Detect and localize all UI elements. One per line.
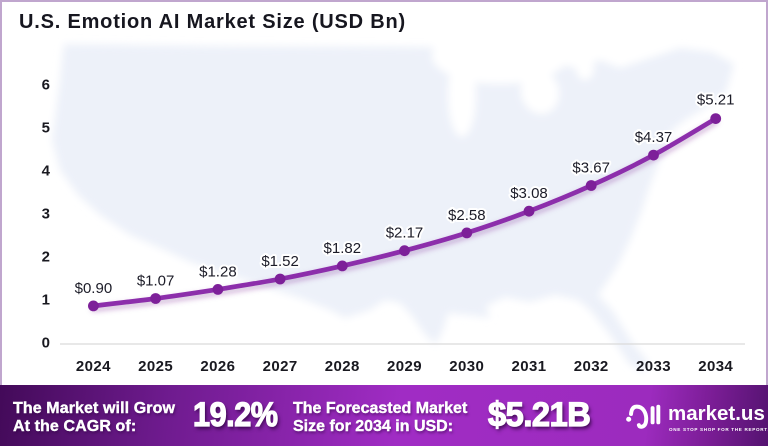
svg-text:2034: 2034	[698, 358, 733, 375]
svg-text:2024: 2024	[76, 358, 111, 375]
svg-text:4: 4	[42, 163, 51, 180]
svg-text:$1.07: $1.07	[137, 273, 175, 290]
svg-text:2: 2	[42, 249, 50, 266]
svg-text:$3.67: $3.67	[572, 160, 610, 177]
svg-text:$2.17: $2.17	[386, 225, 424, 242]
svg-text:0: 0	[42, 335, 50, 352]
svg-text:1: 1	[42, 292, 50, 309]
svg-text:2030: 2030	[449, 358, 484, 375]
svg-text:2032: 2032	[574, 358, 609, 375]
svg-text:6: 6	[42, 76, 50, 93]
svg-text:2028: 2028	[325, 358, 360, 375]
svg-text:2026: 2026	[200, 358, 235, 375]
svg-text:$2.58: $2.58	[448, 207, 486, 224]
svg-text:$1.52: $1.52	[261, 253, 299, 270]
svg-text:2031: 2031	[512, 358, 547, 375]
svg-text:$1.82: $1.82	[324, 240, 362, 257]
svg-text:$4.37: $4.37	[635, 129, 673, 146]
svg-text:2025: 2025	[138, 358, 173, 375]
svg-text:$0.90: $0.90	[75, 280, 113, 297]
svg-text:$1.28: $1.28	[199, 263, 237, 280]
svg-text:$3.08: $3.08	[510, 185, 548, 202]
svg-text:$5.21: $5.21	[697, 91, 735, 108]
svg-text:5: 5	[42, 120, 50, 137]
svg-text:2029: 2029	[387, 358, 422, 375]
svg-text:3: 3	[42, 206, 50, 223]
svg-text:2033: 2033	[636, 358, 671, 375]
svg-text:2027: 2027	[263, 358, 298, 375]
